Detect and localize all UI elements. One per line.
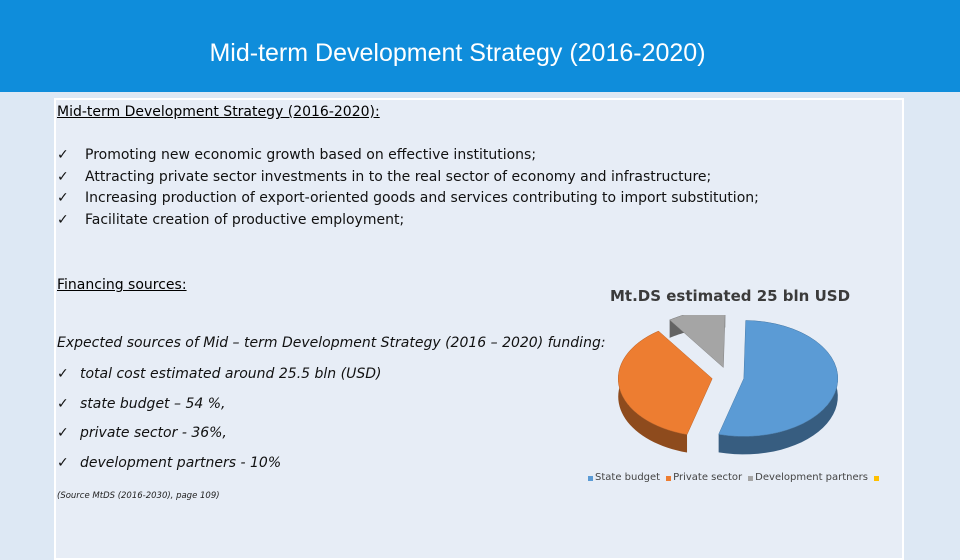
legend-item: Private sector — [666, 471, 742, 485]
bullet-text: Promoting new economic growth based on e… — [85, 147, 537, 163]
funding-text: private sector - 36%, — [80, 425, 227, 441]
bullet-text: Attracting private sector investments in… — [85, 168, 712, 185]
legend-item: State budget — [588, 471, 660, 485]
legend-swatch — [748, 475, 754, 481]
legend-swatch — [588, 475, 593, 481]
funding-list: ✓ total cost estimated around 25.5 bln (U… — [57, 360, 381, 478]
legend-label: Development partners — [755, 472, 868, 483]
list-item: ✓ development partners - 10% — [57, 449, 381, 479]
funding-text: total cost estimated around 25.5 bln (US… — [80, 366, 382, 382]
check-icon: ✓ — [57, 425, 69, 441]
check-icon: ✓ — [57, 395, 69, 412]
list-item: ✓ Promoting new economic growth based on … — [57, 145, 759, 167]
legend-label: State budget — [595, 472, 661, 483]
check-icon: ✓ — [57, 190, 69, 206]
financing-heading: Financing sources: — [57, 277, 187, 293]
check-icon: ✓ — [57, 211, 69, 228]
pie-chart — [618, 315, 839, 455]
title-bar: Mid-term Development Strategy (2016-2020… — [0, 0, 960, 92]
check-icon: ✓ — [57, 168, 69, 185]
list-item: ✓ Facilitate creation of productive emplo… — [57, 210, 759, 232]
check-icon: ✓ — [57, 147, 69, 163]
legend-label: Private sector — [673, 472, 743, 483]
legend-swatch — [874, 475, 879, 481]
list-item: ✓ Increasing production of export-oriente… — [57, 188, 759, 210]
pie-slice-0 — [718, 320, 839, 455]
check-icon: ✓ — [57, 366, 69, 382]
pie-slice-2 — [669, 315, 726, 369]
legend-item: Development partners — [748, 471, 868, 485]
bullet-text: Increasing production of export-oriented… — [85, 190, 759, 206]
strategy-heading: Mid-term Development Strategy (2016-2020… — [57, 104, 380, 120]
list-item: ✓ total cost estimated around 25.5 bln (U… — [57, 360, 381, 390]
list-item: ✓ Attracting private sector investments i… — [57, 167, 759, 189]
check-icon: ✓ — [57, 454, 69, 471]
funding-text: development partners - 10% — [80, 454, 282, 471]
legend-item — [874, 475, 881, 481]
page-title: Mid-term Development Strategy (2016-2020… — [209, 39, 706, 67]
list-item: ✓ private sector - 36%, — [57, 419, 381, 449]
legend-swatch — [666, 475, 672, 481]
source-note: (Source MtDS (2016-2030), page 109) — [57, 491, 220, 501]
funding-text: state budget – 54 %, — [80, 395, 226, 412]
expected-sources-text: Expected sources of Mid – term Developme… — [57, 335, 606, 351]
strategy-bullet-list: ✓ Promoting new economic growth based on … — [57, 145, 759, 231]
bullet-text: Facilitate creation of productive employ… — [85, 211, 405, 228]
chart-legend: State budget Private sector Development pa… — [588, 471, 887, 485]
list-item: ✓ state budget – 54 %, — [57, 390, 381, 420]
pie-slice-1 — [618, 330, 713, 453]
chart-title: Mt.DS estimated 25 bln USD — [609, 287, 851, 305]
